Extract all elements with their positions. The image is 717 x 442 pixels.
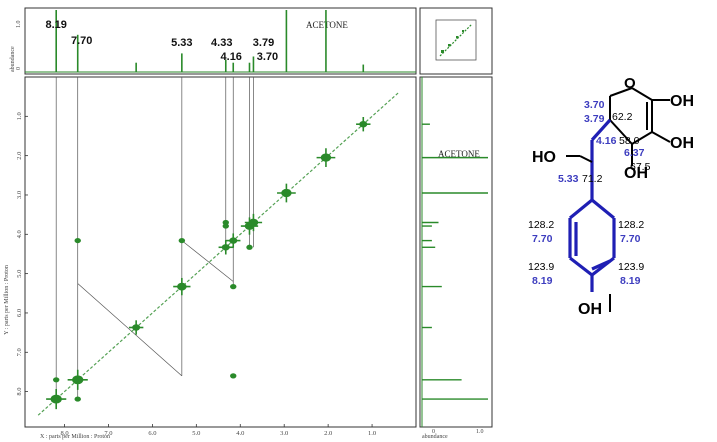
y-tick-label: 8.0: [16, 388, 23, 396]
right-axis-tick-0: 0: [432, 429, 435, 435]
h-shift-8-19-right: 8.19: [620, 275, 641, 287]
x-tick-label: 2.0: [324, 430, 332, 437]
x-tick-label: 3.0: [280, 430, 288, 437]
peak-label: 8.19: [45, 19, 66, 31]
peak-label: 3.70: [257, 51, 278, 63]
peak-label: 5.33: [171, 37, 192, 49]
x-tick-label: 7.0: [104, 430, 112, 437]
correlation-line: [181, 240, 234, 282]
right-projection-trace: [421, 77, 488, 427]
h-shift-6-37: 6.37: [624, 147, 645, 159]
structure-bonds-highlight: [568, 118, 616, 292]
right-projection-frame: [419, 76, 493, 428]
h-shift-3-79: 3.79: [584, 113, 605, 125]
peak-label: 4.16: [221, 51, 242, 63]
h-shift-4-16: 4.16: [596, 135, 617, 147]
cross-peak: [178, 237, 186, 244]
cross-peak: [74, 237, 81, 244]
cross-peak: [74, 396, 81, 402]
thumbnail-frame: [419, 7, 493, 75]
solvent-label-top: ACETONE: [306, 20, 348, 30]
peak-label: 4.33: [211, 37, 232, 49]
h-shift-7-70-right: 7.70: [620, 233, 641, 245]
x-tick-label: 6.0: [148, 430, 156, 437]
x-tick-label: 1.0: [368, 430, 376, 437]
atom-ring-o: O: [624, 75, 636, 92]
right-axis-label: abundance: [422, 434, 448, 440]
y-axis-label: Y : parts per Million : Proton: [4, 265, 10, 335]
h-shift-7-70-left: 7.70: [532, 233, 553, 245]
x-tick-label: 8.0: [60, 430, 68, 437]
x-tick-label: 5.0: [192, 430, 200, 437]
y-tick-label: 4.0: [16, 230, 23, 238]
c-shift-71-2: 71.2: [582, 173, 603, 185]
peak-label: 3.79: [253, 37, 274, 49]
c-shift-128-2-right: 128.2: [618, 219, 644, 231]
cross-peak: [230, 284, 237, 290]
cross-peak: [222, 223, 229, 229]
tick-layer: 8.0 7.0 6.0 5.0 4.0 3.0 2.0 1.0 1.0 2.0 3.0 4.0 5.0 6…: [16, 112, 376, 437]
thumbnail-overview: [435, 19, 477, 61]
c-shift-128-2-left: 128.2: [528, 219, 554, 231]
atom-oh-phenyl: OH: [578, 301, 602, 318]
solvent-label-right: ACETONE: [438, 149, 480, 159]
atom-ho-left: HO: [532, 149, 556, 166]
peaks-layer: [46, 116, 371, 410]
peak-label: 7.70: [71, 35, 92, 47]
c-shift-67-5: 67.5: [630, 161, 651, 173]
top-axis-tick-1: 1.0: [16, 21, 22, 29]
y-tick-label: 2.0: [16, 152, 23, 160]
c-shift-123-9-left: 123.9: [528, 261, 554, 273]
x-axis-label: X : parts per Million : Proton: [40, 434, 110, 440]
correlation-line: [77, 283, 183, 377]
y-tick-label: 3.0: [16, 191, 23, 199]
y-tick-label: 6.0: [16, 309, 23, 317]
cross-peak: [246, 244, 253, 250]
cross-peak: [230, 373, 237, 379]
cross-peak: [283, 190, 290, 196]
cosy-plot-frame: [24, 76, 417, 428]
atom-oh-top-right: OH: [670, 93, 694, 110]
h-shift-8-19-left: 8.19: [532, 275, 553, 287]
right-axis-tick-1: 1.0: [476, 429, 484, 435]
y-tick-label: 1.0: [16, 112, 23, 120]
y-tick-label: 5.0: [16, 270, 23, 278]
diagonal-trace: [37, 92, 399, 416]
cosy-spectrum-figure: abundance 0 1.0 Y : parts per Million : …: [4, 7, 493, 440]
chemical-structure: O OH OH OH HO OH 3.70 3.79 62.2 4.16 58.…: [528, 75, 694, 318]
top-projection-trace: [25, 10, 416, 73]
top-axis-tick-0: 0: [16, 67, 22, 70]
atom-oh-right: OH: [670, 135, 694, 152]
c-shift-123-9-right: 123.9: [618, 261, 644, 273]
c-shift-58-0: 58.0: [619, 135, 640, 147]
y-tick-label: 7.0: [16, 348, 23, 356]
atom-oh-bottom: OH: [624, 165, 648, 182]
peak-labels-layer: 8.19 7.70 5.33 4.33 4.16 3.79 3.70: [45, 19, 278, 63]
correlation-lines: [37, 77, 399, 416]
top-projection-frame: [24, 7, 417, 75]
top-axis-label: abundance: [10, 46, 16, 72]
cross-peak: [52, 377, 60, 383]
structure-bonds-black: [566, 87, 671, 312]
h-shift-5-33: 5.33: [558, 173, 579, 185]
c-shift-62-2: 62.2: [612, 111, 633, 123]
h-shift-3-70: 3.70: [584, 99, 605, 111]
bond-ho: [579, 155, 593, 163]
x-tick-label: 4.0: [236, 430, 244, 437]
